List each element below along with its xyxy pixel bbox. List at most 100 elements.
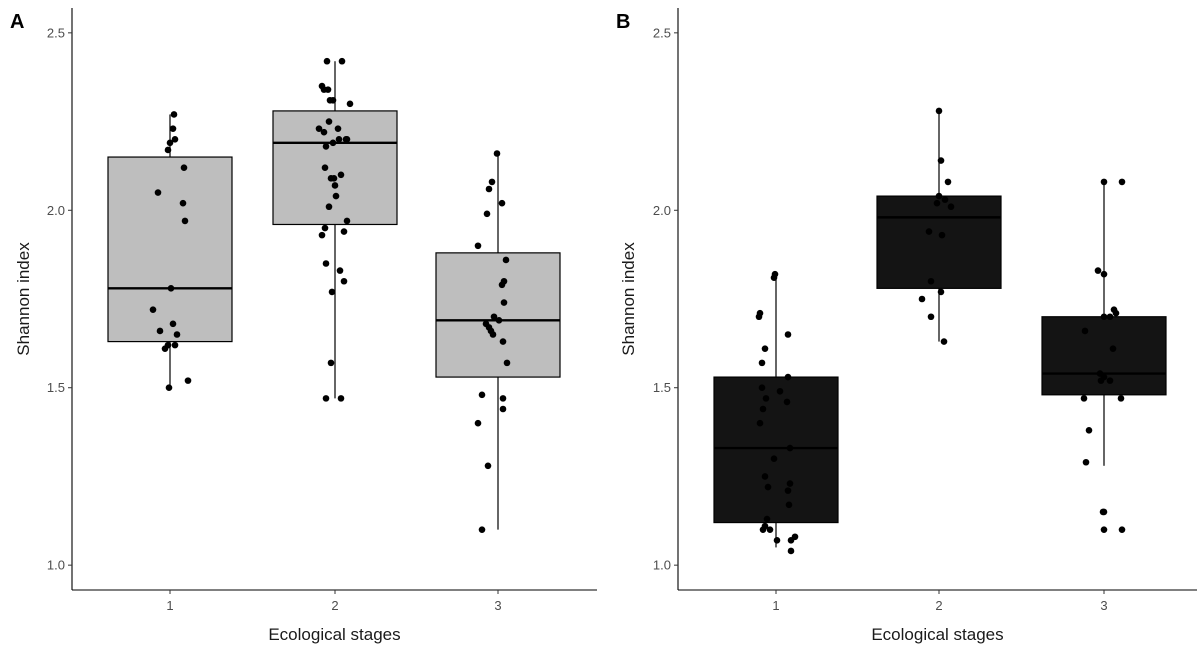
y-tick-label: 2.0 <box>47 203 65 218</box>
data-point <box>327 175 335 182</box>
data-point <box>787 537 795 544</box>
data-point <box>327 359 335 367</box>
data-point <box>766 526 774 533</box>
y-axis-title: Shannon index <box>619 242 638 356</box>
data-point <box>770 274 778 282</box>
data-point <box>326 96 334 104</box>
data-point <box>755 313 763 321</box>
box-iqr <box>1041 316 1167 396</box>
data-point <box>937 157 945 164</box>
data-point <box>786 444 794 452</box>
data-point <box>784 331 792 338</box>
data-point <box>342 136 350 143</box>
data-point <box>167 285 175 292</box>
panel-a: 1.0 1.5 2.0 2.5 1 2 3 Ecological stages Shannon … <box>10 8 597 644</box>
data-point <box>1081 327 1089 335</box>
box-stage-3 <box>435 153 561 530</box>
x-tick-label: 3 <box>494 598 501 613</box>
panel-b: 1.0 1.5 2.0 2.5 1 2 3 Ecological stages Shannon … <box>616 8 1197 644</box>
data-point <box>322 395 330 402</box>
data-point <box>940 338 948 345</box>
data-point <box>164 146 172 154</box>
panel-tag: A <box>10 11 24 33</box>
data-point <box>1085 427 1093 434</box>
y-tick-label: 1.5 <box>653 380 671 395</box>
data-point <box>759 526 767 533</box>
data-point <box>332 192 340 200</box>
data-point <box>785 501 793 509</box>
data-point <box>322 260 330 267</box>
data-point <box>933 199 941 207</box>
data-point <box>758 384 766 392</box>
data-point <box>1100 313 1108 321</box>
panel-tag: B <box>616 11 630 33</box>
data-point <box>776 387 784 395</box>
box-iqr <box>435 252 561 378</box>
data-point <box>169 125 177 132</box>
points-stage-3 <box>1080 178 1126 533</box>
data-point <box>935 192 943 200</box>
data-point <box>784 373 792 381</box>
data-point <box>944 178 952 186</box>
data-point <box>171 341 179 349</box>
points-stage-2 <box>315 57 354 402</box>
data-point <box>149 306 157 313</box>
data-point <box>499 338 507 345</box>
data-point <box>474 242 482 250</box>
x-tick-label: 1 <box>772 598 779 613</box>
y-tick-label: 2.0 <box>653 203 671 218</box>
data-point <box>1106 313 1114 321</box>
data-point <box>489 331 497 338</box>
data-point <box>498 281 506 289</box>
data-point <box>329 139 337 147</box>
data-point <box>336 267 344 274</box>
box-iqr <box>107 156 233 343</box>
data-point <box>328 288 336 296</box>
data-point <box>171 136 179 143</box>
data-point <box>499 395 507 402</box>
data-point <box>756 419 764 427</box>
data-point <box>1082 458 1090 466</box>
data-point <box>927 277 935 285</box>
data-point <box>346 100 354 108</box>
data-point <box>1080 395 1088 402</box>
data-point <box>947 203 955 211</box>
y-axis-title: Shannon index <box>14 242 33 356</box>
data-point <box>1106 377 1114 384</box>
data-point <box>324 86 332 93</box>
data-point <box>156 327 164 335</box>
x-axis-title: Ecological stages <box>268 625 400 644</box>
data-point <box>321 224 329 232</box>
box-iqr <box>713 376 839 524</box>
data-point <box>325 203 333 211</box>
data-point <box>488 178 496 186</box>
data-point <box>340 228 348 235</box>
data-point <box>484 462 492 470</box>
data-point <box>502 256 510 264</box>
y-tick-label: 1.0 <box>47 558 65 573</box>
data-point <box>166 139 174 147</box>
x-tick-label: 2 <box>331 598 338 613</box>
y-tick-label: 2.5 <box>653 25 671 40</box>
data-point <box>1094 267 1102 274</box>
data-point <box>331 182 339 189</box>
data-point <box>320 128 328 136</box>
data-point <box>762 395 770 402</box>
data-point <box>335 136 343 143</box>
data-point <box>1100 526 1108 533</box>
x-tick-label: 3 <box>1100 598 1107 613</box>
data-point <box>181 217 189 225</box>
points-stage-1 <box>149 111 192 392</box>
data-point <box>321 164 329 171</box>
data-point <box>474 419 482 427</box>
data-point <box>1100 178 1108 186</box>
data-point <box>483 210 491 218</box>
points-stage-2 <box>918 107 955 345</box>
data-point <box>337 395 345 402</box>
box-iqr <box>876 195 1002 289</box>
data-point <box>503 359 511 367</box>
data-point <box>154 189 162 196</box>
data-point <box>784 487 792 494</box>
data-point <box>180 164 188 171</box>
data-point <box>927 313 935 321</box>
